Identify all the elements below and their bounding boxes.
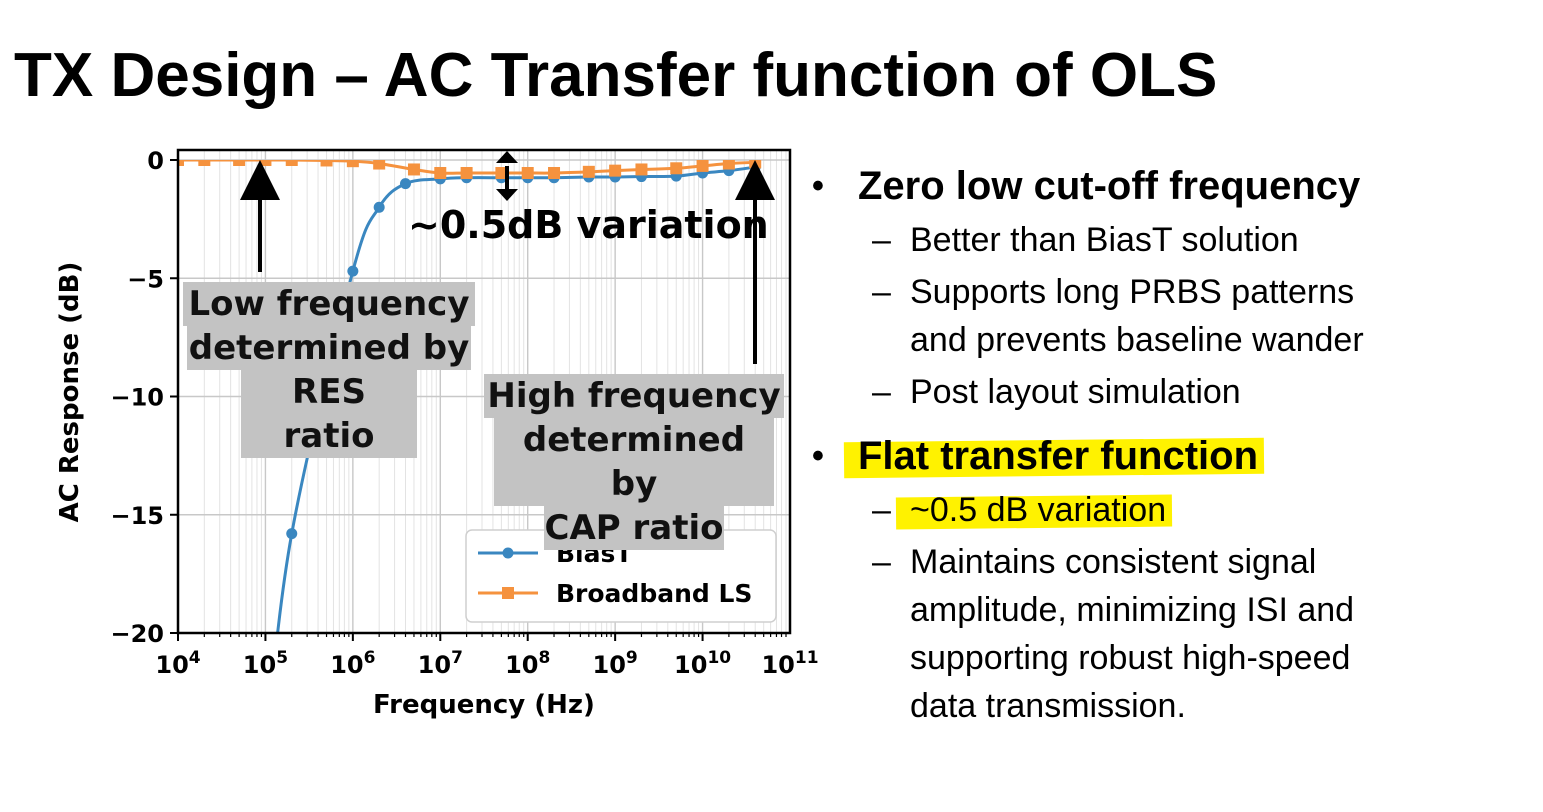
bullet-list: • Zero low cut-off frequency – Better th… bbox=[812, 160, 1532, 730]
data-point-broadband-ls bbox=[495, 167, 508, 180]
data-point-broadband-ls bbox=[285, 160, 298, 166]
data-point-broadband-ls bbox=[670, 162, 683, 175]
low-line-1: Low frequency bbox=[183, 282, 475, 326]
sub-bullet-text: and prevents baseline wander bbox=[910, 321, 1364, 359]
x-tick-label: 109 bbox=[593, 648, 638, 679]
data-point-biast bbox=[373, 201, 385, 213]
dash-icon: – bbox=[872, 221, 891, 259]
y-tick-label: −5 bbox=[127, 265, 164, 293]
data-point-broadband-ls bbox=[320, 160, 333, 167]
y-tick-label: −20 bbox=[110, 620, 164, 648]
dash-icon: – bbox=[872, 491, 891, 529]
legend-marker-biast bbox=[502, 547, 514, 559]
data-point-broadband-ls bbox=[178, 160, 184, 166]
data-point-biast bbox=[260, 746, 271, 757]
x-tick-label: 104 bbox=[155, 648, 200, 679]
x-tick-label: 106 bbox=[330, 648, 375, 679]
sub-bullet-text: supporting robust high-speed bbox=[910, 639, 1351, 677]
high-line-1: High frequency bbox=[484, 374, 784, 418]
data-point-broadband-ls bbox=[346, 160, 359, 168]
y-tick-label: −15 bbox=[110, 502, 164, 530]
high-frequency-annotation: High frequency determined by CAP ratio bbox=[484, 374, 784, 550]
sub-bullet-text: amplitude, minimizing ISI and bbox=[910, 591, 1355, 629]
data-point-broadband-ls bbox=[198, 160, 211, 166]
variation-arrow-up-icon bbox=[496, 151, 518, 163]
x-tick-label: 1011 bbox=[761, 648, 818, 679]
dash-icon: – bbox=[872, 373, 891, 411]
legend-label-broadband: Broadband LS bbox=[556, 579, 752, 608]
highlighted-text: Flat transfer function bbox=[858, 430, 1258, 482]
data-point-broadband-ls bbox=[722, 160, 735, 170]
sub-bullet: – Supports long PRBS patterns and preven… bbox=[812, 268, 1532, 364]
bullet-dot-icon: • bbox=[812, 167, 824, 205]
x-tick-label: 1010 bbox=[674, 648, 731, 679]
legend-marker-broadband bbox=[502, 587, 514, 599]
sub-bullet-text: ~0.5 dB variation bbox=[910, 491, 1167, 529]
data-point-broadband-ls bbox=[373, 160, 386, 170]
data-point-biast bbox=[347, 265, 359, 277]
x-tick-label: 105 bbox=[243, 648, 288, 679]
data-point-broadband-ls bbox=[635, 163, 648, 176]
sub-bullet: – Post layout simulation bbox=[812, 368, 1532, 416]
data-point-biast bbox=[399, 178, 411, 190]
data-point-broadband-ls bbox=[548, 167, 561, 180]
sub-bullet-text: Better than BiasT solution bbox=[910, 221, 1299, 259]
bullet-text: Zero low cut-off frequency bbox=[858, 164, 1361, 208]
data-point-broadband-ls bbox=[696, 160, 709, 172]
bullet-zero-cutoff: • Zero low cut-off frequency bbox=[812, 160, 1532, 212]
data-point-broadband-ls bbox=[521, 167, 534, 180]
y-tick-label: 0 bbox=[147, 147, 164, 175]
data-point-broadband-ls bbox=[460, 167, 473, 180]
sub-bullet: – Maintains consistent signal amplitude,… bbox=[812, 538, 1532, 730]
bullet-flat-transfer: • Flat transfer function bbox=[812, 430, 1532, 482]
high-line-2: determined by bbox=[494, 418, 774, 506]
sub-bullet-text: data transmission. bbox=[910, 687, 1186, 725]
variation-arrow-down-icon bbox=[496, 189, 518, 201]
bullet-text: Flat transfer function bbox=[858, 434, 1259, 478]
x-tick-label: 108 bbox=[505, 648, 550, 679]
data-point-broadband-ls bbox=[582, 165, 595, 178]
highlighted-text: ~0.5 dB variation bbox=[910, 486, 1166, 534]
sub-bullet-text: Post layout simulation bbox=[910, 373, 1241, 411]
y-tick-label: −10 bbox=[110, 384, 164, 412]
data-point-broadband-ls bbox=[434, 167, 447, 180]
data-point-broadband-ls bbox=[233, 160, 246, 166]
high-line-3: CAP ratio bbox=[544, 506, 724, 550]
low-line-3: RES ratio bbox=[241, 370, 417, 458]
x-axis-label: Frequency (Hz) bbox=[373, 690, 595, 720]
x-tick-label: 107 bbox=[418, 648, 463, 679]
dash-icon: – bbox=[872, 273, 891, 311]
low-frequency-annotation: Low frequency determined by RES ratio bbox=[183, 282, 475, 458]
sub-bullet: – ~0.5 dB variation bbox=[812, 486, 1532, 534]
sub-bullet-text: Supports long PRBS patterns bbox=[910, 273, 1355, 311]
bullet-dot-icon: • bbox=[812, 437, 824, 475]
sub-bullet: – Better than BiasT solution bbox=[812, 216, 1532, 264]
dash-icon: – bbox=[872, 543, 891, 581]
data-point-broadband-ls bbox=[407, 163, 420, 176]
low-line-2: determined by bbox=[187, 326, 471, 370]
plot-frame bbox=[176, 148, 792, 635]
variation-annotation: ~0.5dB variation bbox=[408, 203, 769, 247]
y-axis-label: AC Response (dB) bbox=[55, 262, 85, 523]
data-point-broadband-ls bbox=[609, 164, 622, 177]
slide-title: TX Design – AC Transfer function of OLS bbox=[14, 41, 1218, 110]
sub-bullet-text: Maintains consistent signal bbox=[910, 543, 1317, 581]
data-point-biast bbox=[286, 528, 298, 540]
